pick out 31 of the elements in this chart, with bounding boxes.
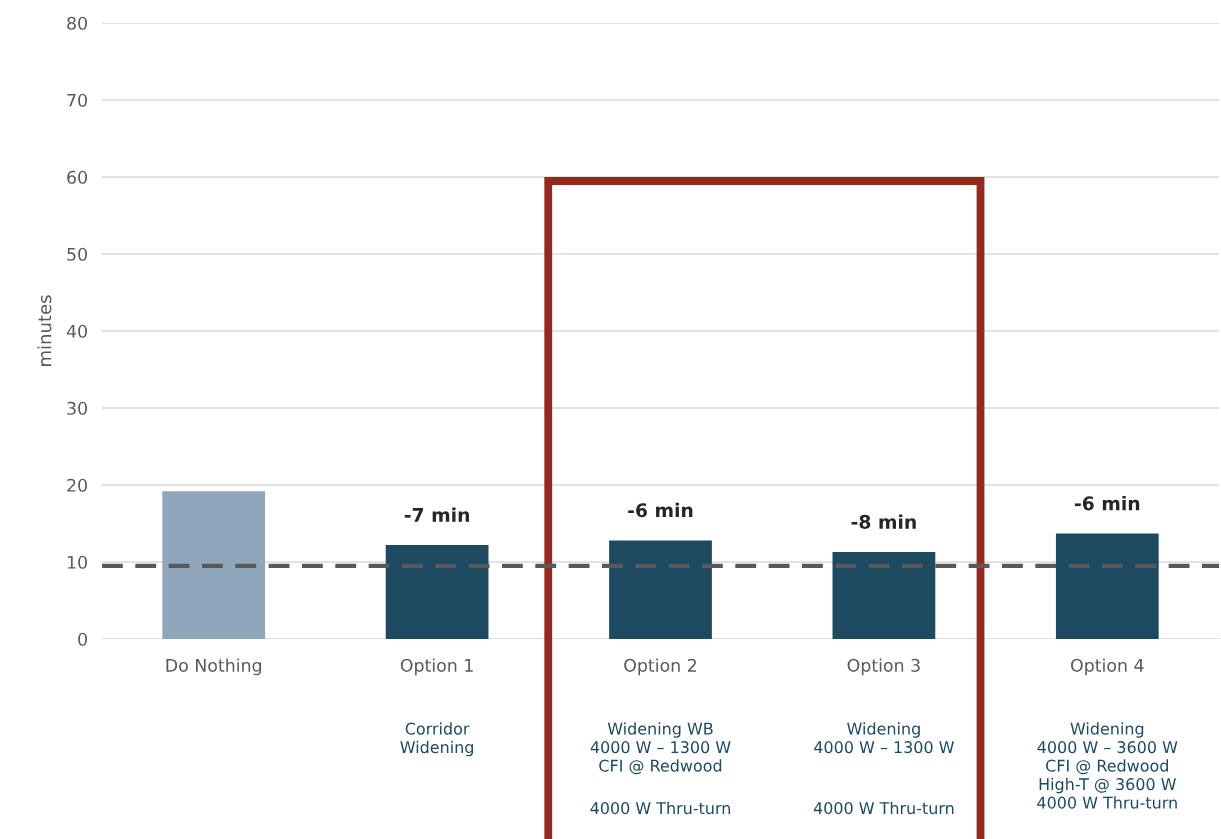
bar bbox=[832, 551, 936, 639]
text: Widening WB 4000 W – 1300 W CFI @ Redwood bbox=[590, 722, 731, 775]
y-tick-label: 10 bbox=[67, 555, 87, 569]
y-tick-label: 50 bbox=[67, 247, 87, 261]
bar bbox=[609, 540, 712, 639]
text: Widening 4000 W – 1300 W bbox=[814, 722, 954, 754]
y-tick-label: 70 bbox=[67, 93, 87, 107]
bar bbox=[162, 491, 266, 639]
text: 4000 W Thru-turn bbox=[813, 801, 954, 815]
text: Corridor Widening bbox=[400, 722, 473, 757]
text: Widening 4000 W – 3600 W CFI @ Redwood High-T @ 3600 W bbox=[1037, 722, 1178, 794]
x-tick-label: Option 3 bbox=[847, 658, 920, 676]
x-tick-label: Option 1 bbox=[400, 658, 473, 676]
text: 4000 W Thru-turn bbox=[1037, 796, 1177, 809]
x-tick-label: Do Nothing bbox=[166, 658, 262, 676]
annotation: -8 min bbox=[851, 514, 916, 529]
y-tick-label: 60 bbox=[67, 170, 87, 184]
annotation: -7 min bbox=[404, 507, 469, 522]
x-tick-label: Option 2 bbox=[624, 658, 697, 676]
y-tick-label: 30 bbox=[67, 401, 87, 415]
annotation: -6 min bbox=[628, 502, 693, 518]
y-tick-label: 40 bbox=[66, 324, 87, 338]
bar bbox=[385, 545, 489, 639]
x-tick-label: Option 4 bbox=[1071, 658, 1144, 676]
y-axis-title: minutes bbox=[37, 295, 52, 366]
y-tick-label: 0 bbox=[78, 632, 87, 646]
y-tick-label: 80 bbox=[67, 16, 87, 30]
bar bbox=[1055, 533, 1159, 639]
y-tick-label: 20 bbox=[67, 478, 87, 492]
annotation: -6 min bbox=[1074, 495, 1140, 511]
text: 4000 W Thru-turn bbox=[590, 801, 731, 815]
